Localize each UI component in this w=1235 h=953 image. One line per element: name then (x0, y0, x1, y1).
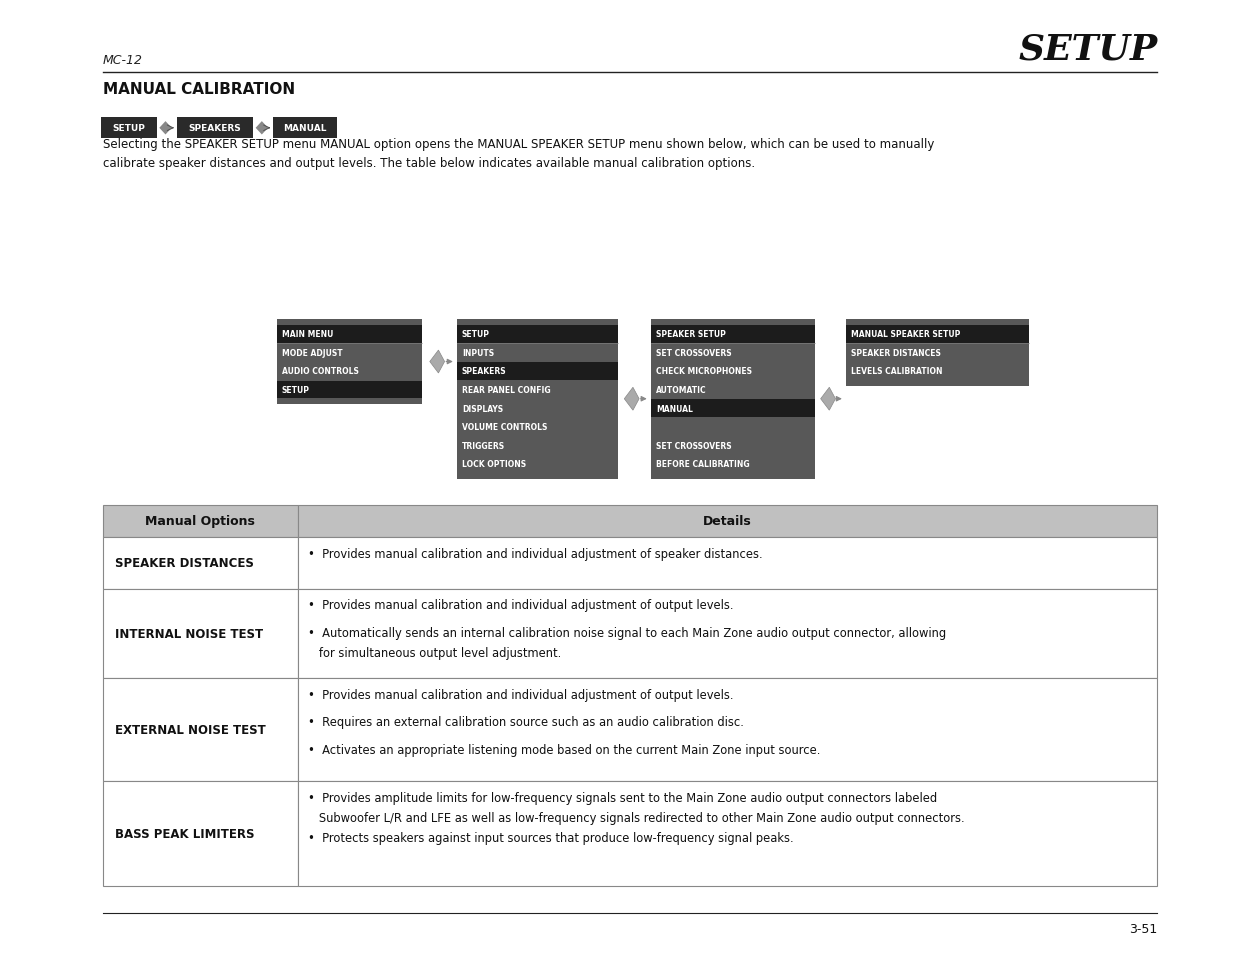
Text: SPEAKER DISTANCES: SPEAKER DISTANCES (851, 349, 941, 357)
FancyBboxPatch shape (457, 326, 618, 343)
FancyBboxPatch shape (103, 781, 298, 886)
Text: EXTERNAL NOISE TEST: EXTERNAL NOISE TEST (115, 723, 266, 737)
FancyBboxPatch shape (103, 505, 298, 537)
Text: 3-51: 3-51 (1129, 923, 1157, 936)
Text: BASS PEAK LIMITERS: BASS PEAK LIMITERS (115, 827, 254, 841)
Text: •  Provides manual calibration and individual adjustment of output levels.: • Provides manual calibration and indivi… (308, 688, 734, 701)
FancyBboxPatch shape (298, 679, 1157, 781)
FancyBboxPatch shape (846, 326, 1029, 343)
Text: Details: Details (703, 515, 752, 528)
FancyBboxPatch shape (277, 381, 422, 399)
Text: AUTOMATIC: AUTOMATIC (656, 386, 706, 395)
Text: LOCK OPTIONS: LOCK OPTIONS (462, 460, 526, 469)
Polygon shape (159, 122, 172, 135)
Text: DISPLAYS: DISPLAYS (462, 404, 503, 413)
Text: •  Provides amplitude limits for low-frequency signals sent to the Main Zone aud: • Provides amplitude limits for low-freq… (308, 791, 936, 804)
Text: SPEAKERS: SPEAKERS (189, 124, 241, 133)
Polygon shape (256, 122, 268, 135)
FancyBboxPatch shape (651, 400, 815, 417)
Text: SETUP: SETUP (1018, 32, 1157, 67)
FancyBboxPatch shape (651, 326, 815, 343)
Text: MANUAL SPEAKER SETUP: MANUAL SPEAKER SETUP (851, 330, 961, 338)
Text: MAIN MENU: MAIN MENU (282, 330, 333, 338)
Text: SETUP: SETUP (112, 124, 146, 133)
Text: •  Activates an appropriate listening mode based on the current Main Zone input : • Activates an appropriate listening mod… (308, 743, 820, 757)
Text: AUDIO CONTROLS: AUDIO CONTROLS (282, 367, 358, 375)
Text: Selecting the SPEAKER SETUP menu MANUAL option opens the MANUAL SPEAKER SETUP me: Selecting the SPEAKER SETUP menu MANUAL … (103, 138, 934, 152)
FancyBboxPatch shape (101, 118, 157, 139)
Text: SPEAKERS: SPEAKERS (462, 367, 506, 375)
Text: •  Requires an external calibration source such as an audio calibration disc.: • Requires an external calibration sourc… (308, 716, 743, 729)
Text: TRIGGERS: TRIGGERS (462, 441, 505, 450)
Text: calibrate speaker distances and output levels. The table below indicates availab: calibrate speaker distances and output l… (103, 157, 755, 171)
Text: •  Provides manual calibration and individual adjustment of output levels.: • Provides manual calibration and indivi… (308, 598, 734, 612)
Text: •  Automatically sends an internal calibration noise signal to each Main Zone au: • Automatically sends an internal calibr… (308, 626, 946, 639)
Text: CHECK MICROPHONES: CHECK MICROPHONES (656, 367, 752, 375)
Text: •  Protects speakers against input sources that produce low-frequency signal pea: • Protects speakers against input source… (308, 831, 793, 844)
FancyBboxPatch shape (277, 319, 422, 405)
Text: BEFORE CALIBRATING: BEFORE CALIBRATING (656, 460, 750, 469)
Text: SPEAKER SETUP: SPEAKER SETUP (656, 330, 726, 338)
Text: SETUP: SETUP (462, 330, 490, 338)
FancyBboxPatch shape (273, 118, 337, 139)
Text: LEVELS CALIBRATION: LEVELS CALIBRATION (851, 367, 942, 375)
FancyBboxPatch shape (846, 319, 1029, 387)
FancyBboxPatch shape (457, 319, 618, 479)
Text: REAR PANEL CONFIG: REAR PANEL CONFIG (462, 386, 551, 395)
Text: SET CROSSOVERS: SET CROSSOVERS (656, 349, 731, 357)
Text: MC-12: MC-12 (103, 53, 142, 67)
FancyBboxPatch shape (298, 537, 1157, 589)
Text: MANUAL: MANUAL (283, 124, 327, 133)
FancyBboxPatch shape (298, 589, 1157, 679)
FancyBboxPatch shape (103, 679, 298, 781)
FancyBboxPatch shape (103, 589, 298, 679)
Text: SET CROSSOVERS: SET CROSSOVERS (656, 441, 731, 450)
FancyBboxPatch shape (298, 505, 1157, 537)
Text: Subwoofer L/R and LFE as well as low-frequency signals redirected to other Main : Subwoofer L/R and LFE as well as low-fre… (308, 811, 965, 824)
Polygon shape (821, 388, 835, 411)
Text: for simultaneous output level adjustment.: for simultaneous output level adjustment… (308, 646, 561, 659)
Text: INPUTS: INPUTS (462, 349, 494, 357)
FancyBboxPatch shape (177, 118, 253, 139)
FancyBboxPatch shape (457, 363, 618, 380)
Text: SETUP: SETUP (282, 386, 310, 395)
Text: MANUAL CALIBRATION: MANUAL CALIBRATION (103, 82, 295, 97)
Polygon shape (624, 388, 640, 411)
FancyBboxPatch shape (103, 537, 298, 589)
FancyBboxPatch shape (298, 781, 1157, 886)
Text: INTERNAL NOISE TEST: INTERNAL NOISE TEST (115, 627, 263, 640)
Polygon shape (430, 351, 445, 374)
FancyBboxPatch shape (651, 319, 815, 479)
Text: MODE ADJUST: MODE ADJUST (282, 349, 342, 357)
Text: Manual Options: Manual Options (146, 515, 254, 528)
FancyBboxPatch shape (277, 326, 422, 343)
Text: •  Provides manual calibration and individual adjustment of speaker distances.: • Provides manual calibration and indivi… (308, 547, 762, 560)
Text: SPEAKER DISTANCES: SPEAKER DISTANCES (115, 557, 253, 570)
Text: MANUAL: MANUAL (656, 404, 693, 413)
Text: VOLUME CONTROLS: VOLUME CONTROLS (462, 423, 547, 432)
